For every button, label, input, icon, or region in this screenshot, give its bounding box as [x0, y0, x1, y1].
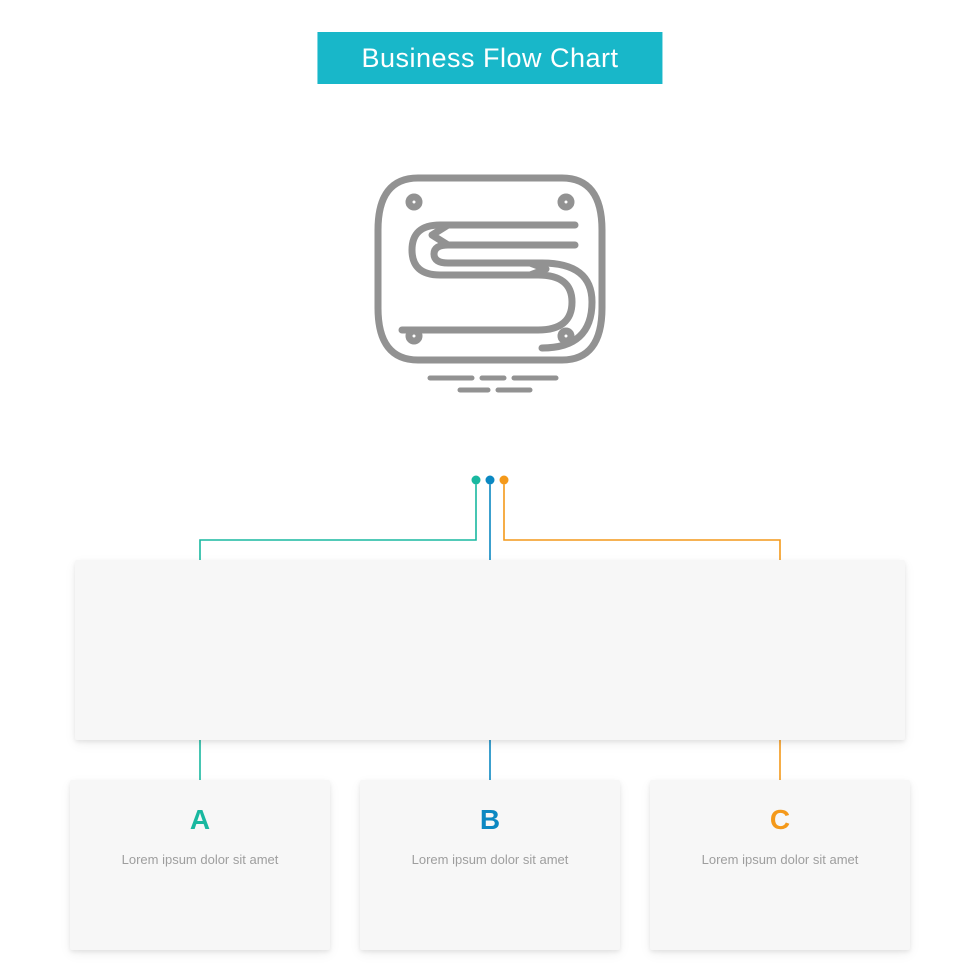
card-b: B Lorem ipsum dolor sit amet — [360, 780, 620, 950]
card-c-desc: Lorem ipsum dolor sit amet — [650, 850, 910, 870]
card-c: C Lorem ipsum dolor sit amet — [650, 780, 910, 950]
title-bar: Business Flow Chart — [317, 32, 662, 84]
hero-icon — [0, 170, 980, 400]
canvas: Business Flow Chart — [0, 0, 980, 980]
title-text: Business Flow Chart — [361, 43, 618, 74]
card-b-desc: Lorem ipsum dolor sit amet — [360, 850, 620, 870]
card-a-desc: Lorem ipsum dolor sit amet — [70, 850, 330, 870]
cards-row: A Lorem ipsum dolor sit amet B Lorem ips… — [70, 780, 910, 950]
card-c-letter: C — [650, 804, 910, 836]
card-a-letter: A — [70, 804, 330, 836]
platform — [75, 560, 905, 740]
card-b-letter: B — [360, 804, 620, 836]
card-a: A Lorem ipsum dolor sit amet — [70, 780, 330, 950]
